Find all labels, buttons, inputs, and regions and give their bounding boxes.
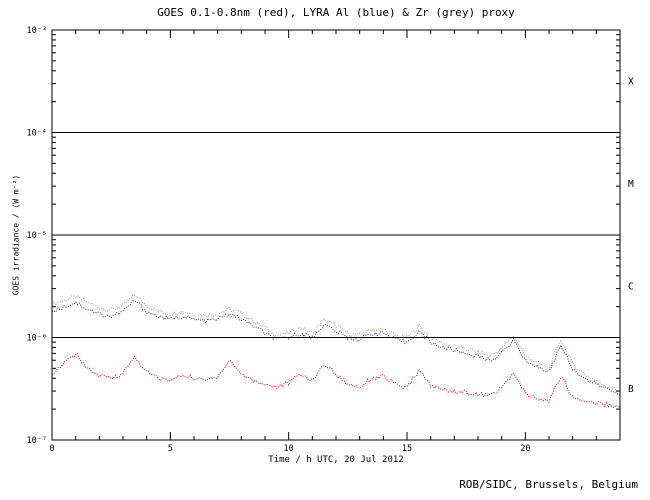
y-axis-label: GOES irradiance / (W m⁻²) — [11, 174, 21, 296]
y-tick-label: 10⁻³ — [27, 26, 47, 36]
x-tick-label: 5 — [168, 444, 173, 454]
x-tick-label: 0 — [49, 444, 54, 454]
x-tick-label: 15 — [402, 444, 412, 454]
flare-class-label: X — [628, 76, 634, 87]
y-tick-label: 10⁻⁷ — [27, 436, 47, 446]
credit-text: ROB/SIDC, Brussels, Belgium — [459, 478, 638, 491]
series-lyra-al-proxy — [52, 300, 620, 395]
flare-class-label: C — [628, 281, 634, 292]
y-tick-label: 10⁻⁴ — [27, 129, 47, 139]
series-lyra-zr-proxy — [52, 294, 620, 392]
x-tick-label: 20 — [520, 444, 530, 454]
series-goes-0-1-0-8nm — [52, 353, 620, 409]
y-axis-ticks: 10⁻³ 10⁻⁴ 10⁻⁵ 10⁻⁶ 10⁻⁷ — [27, 26, 620, 446]
x-axis-label: Time / h UTC, 20 Jul 2012 — [268, 455, 404, 465]
y-tick-label: 10⁻⁵ — [27, 231, 47, 241]
x-tick-label: 10 — [284, 444, 294, 454]
x-axis-ticks: 0 5 10 15 20 — [49, 30, 621, 454]
data-series-group — [52, 294, 620, 409]
flare-class-labels: X M C B — [628, 76, 634, 395]
flare-class-label: M — [628, 179, 634, 190]
flare-class-threshold-lines — [52, 132, 620, 338]
chart-title: GOES 0.1-0.8nm (red), LYRA Al (blue) & Z… — [157, 6, 515, 19]
y-tick-label: 10⁻⁶ — [27, 334, 47, 344]
flare-class-label: B — [628, 384, 634, 395]
